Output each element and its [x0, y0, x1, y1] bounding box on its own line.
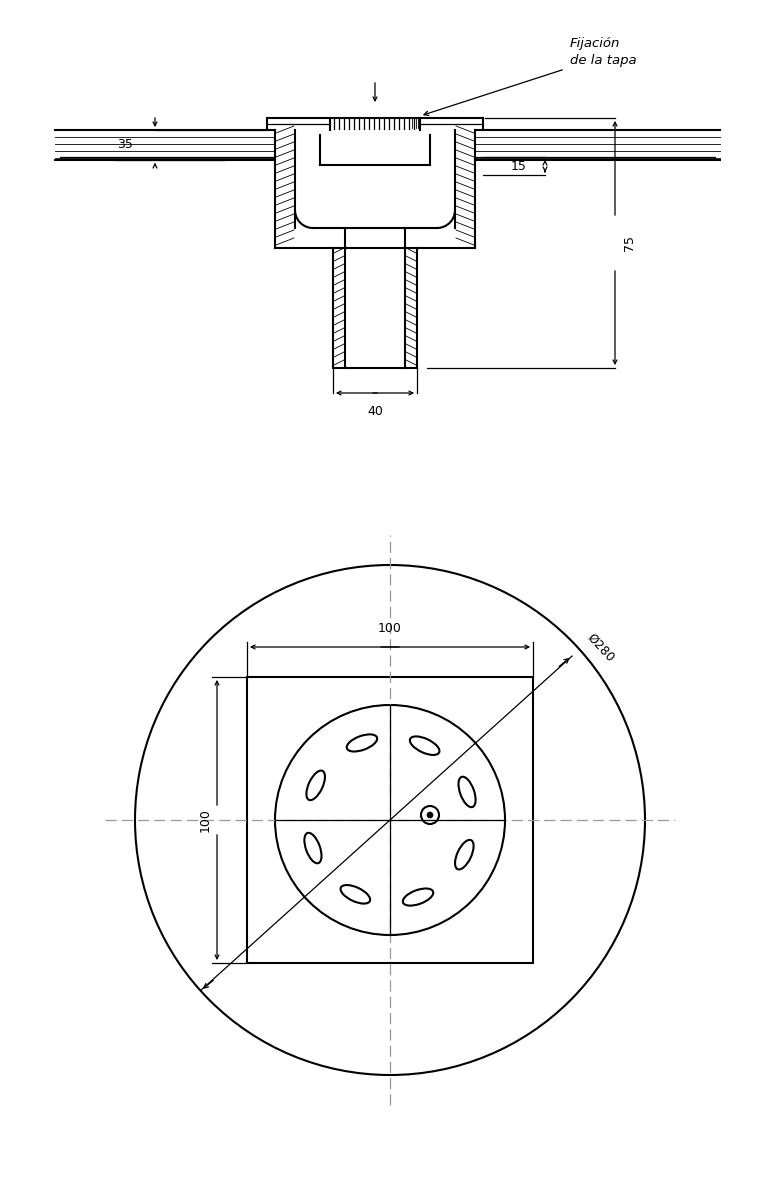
Text: 40: 40 — [367, 404, 383, 418]
Text: 15: 15 — [511, 160, 527, 173]
Text: 75: 75 — [623, 235, 636, 251]
Text: 100: 100 — [199, 808, 212, 832]
Text: 35: 35 — [117, 138, 133, 151]
Circle shape — [427, 812, 433, 818]
Bar — [247, 677, 533, 962]
Text: Ø280: Ø280 — [584, 631, 617, 665]
Text: de la tapa: de la tapa — [570, 54, 636, 67]
Text: Fijación: Fijación — [570, 37, 620, 50]
Text: 100: 100 — [378, 622, 402, 635]
